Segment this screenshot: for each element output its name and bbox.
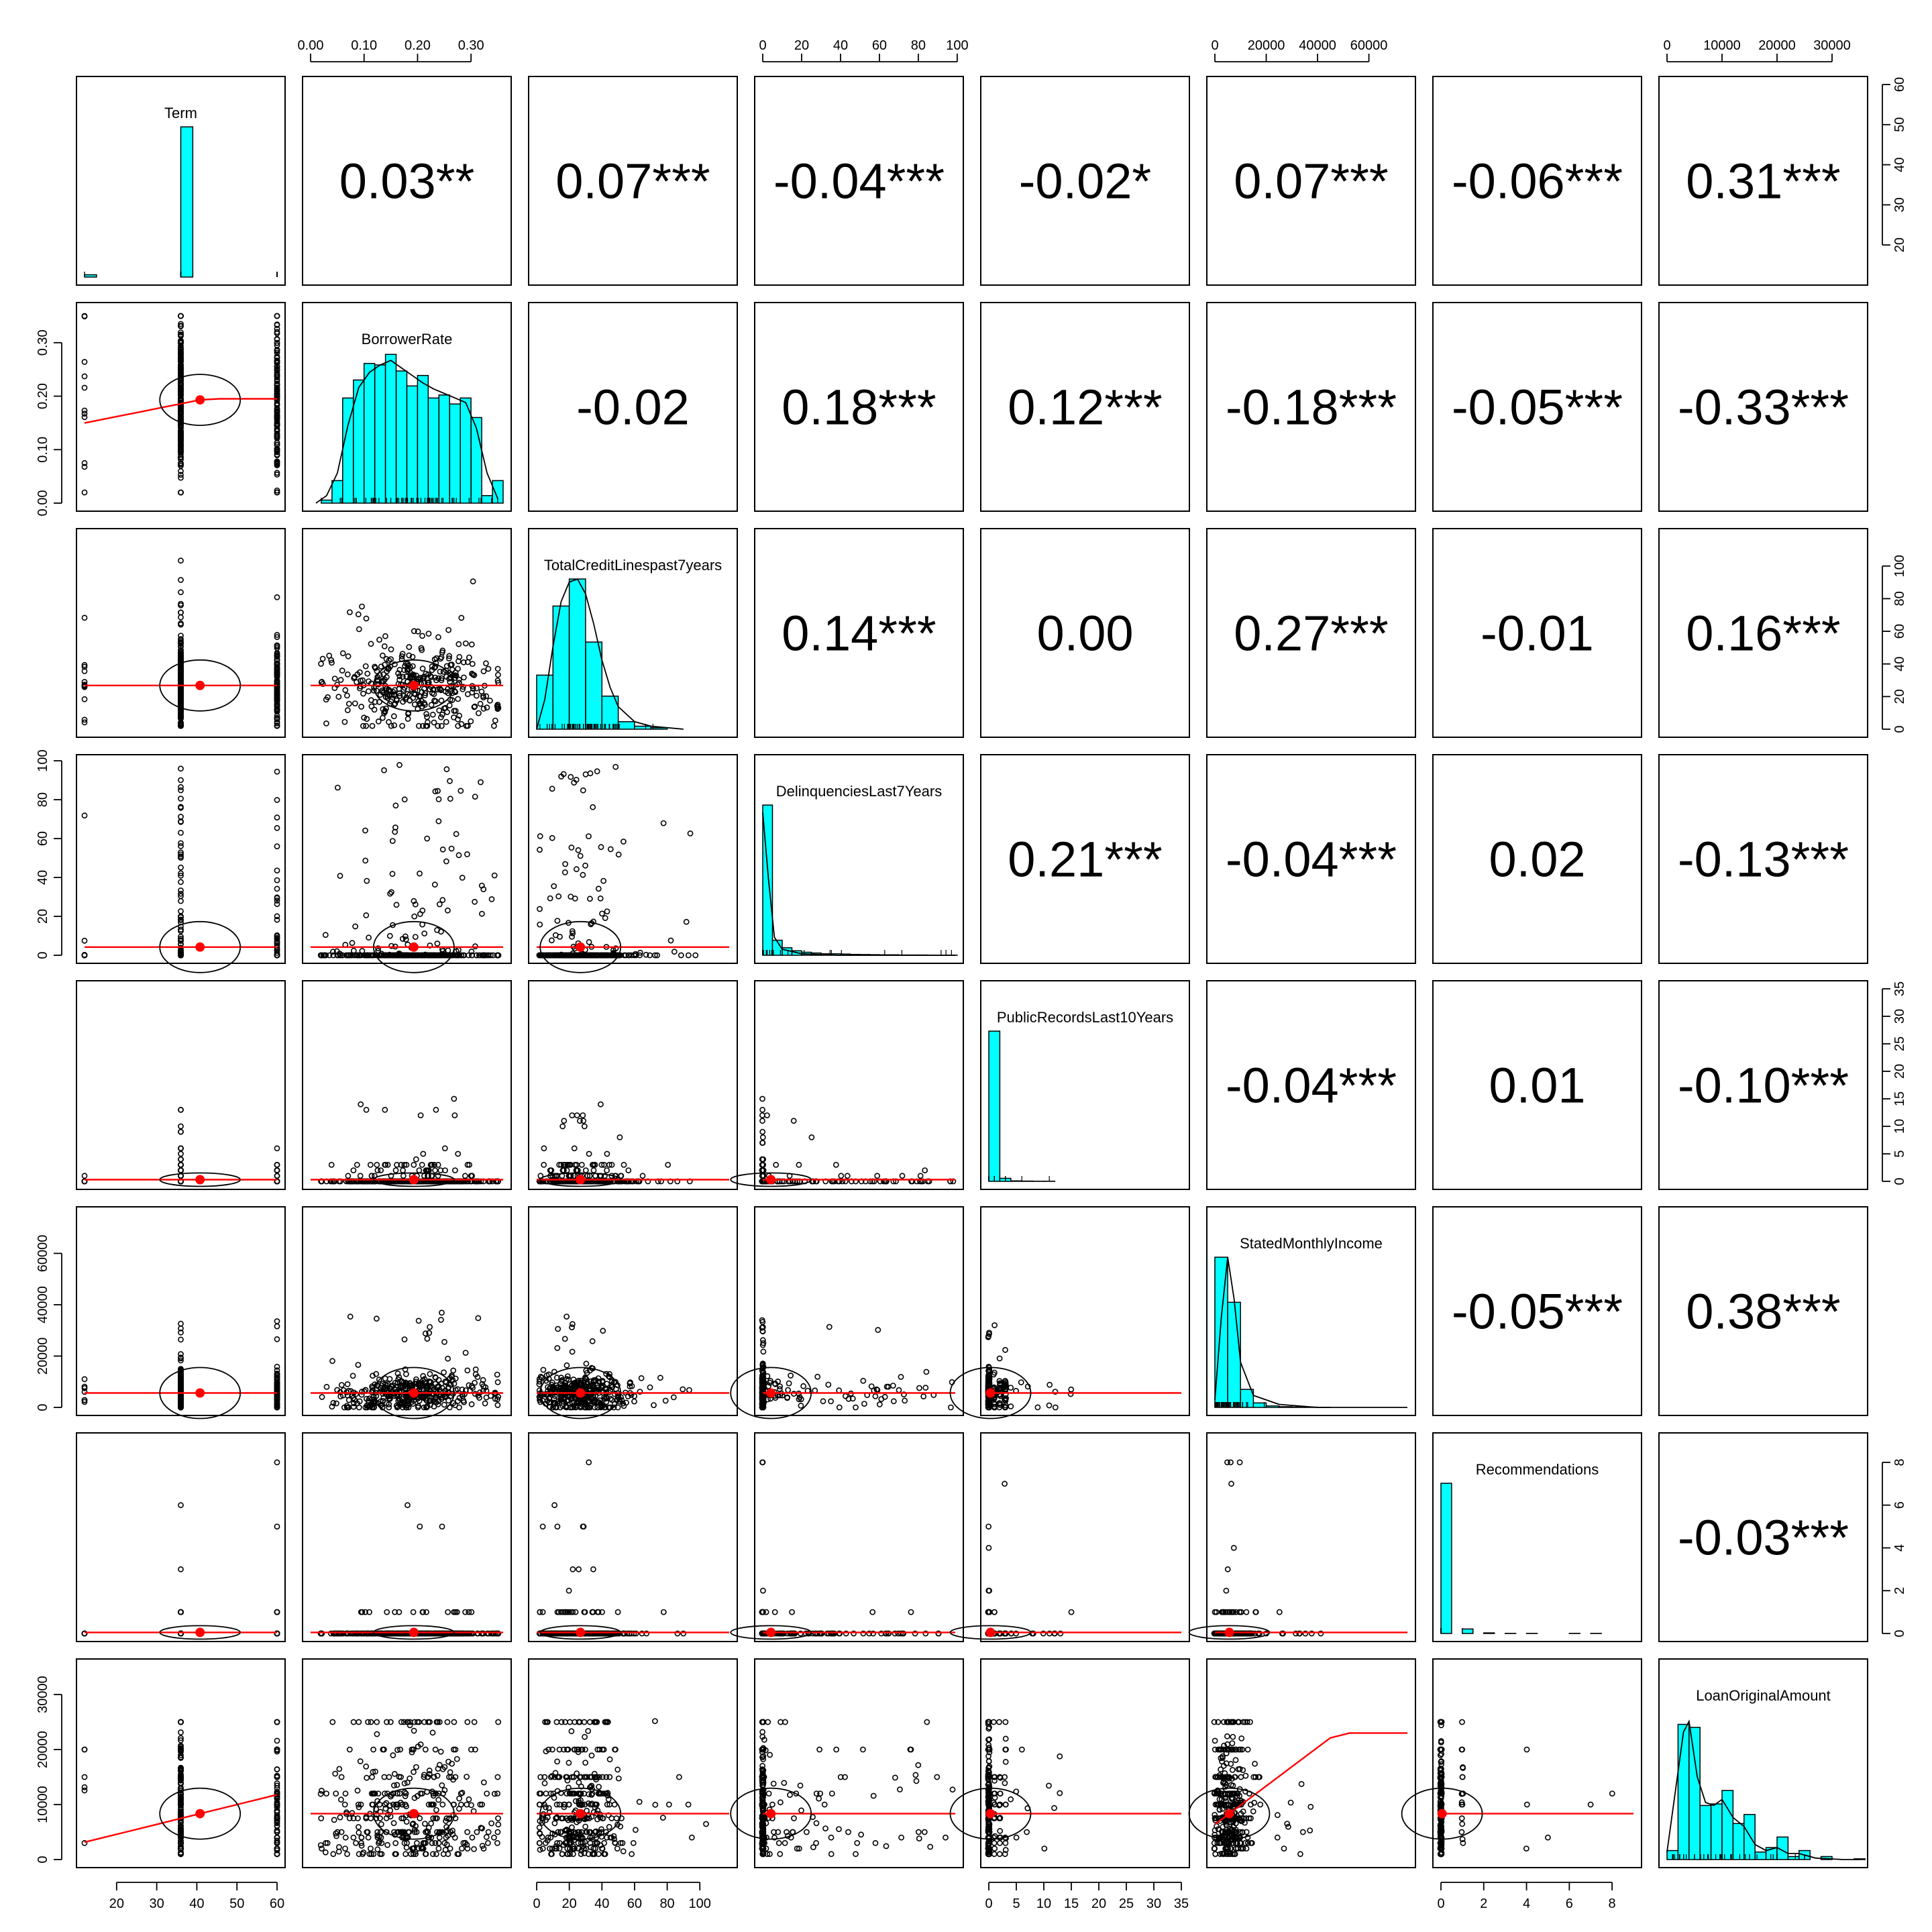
panel-bg-6-0 bbox=[76, 1433, 285, 1642]
mean-point bbox=[195, 1175, 205, 1185]
panel-bg-5-4 bbox=[981, 1207, 1189, 1415]
mean-point bbox=[409, 943, 419, 952]
mean-point bbox=[766, 1175, 775, 1185]
mean-point bbox=[576, 1175, 585, 1185]
mean-point bbox=[409, 681, 419, 690]
panel-bg-6-1 bbox=[303, 1433, 511, 1642]
mean-point bbox=[576, 943, 585, 952]
panel-bg-3-2 bbox=[529, 755, 737, 963]
panel-bg-4-0 bbox=[76, 981, 285, 1189]
mean-point bbox=[195, 1389, 205, 1398]
panel-bg-4-1 bbox=[303, 981, 511, 1189]
mean-point bbox=[195, 395, 205, 405]
mean-point bbox=[409, 1175, 419, 1185]
panel-bg-5-3 bbox=[755, 1207, 963, 1415]
mean-point bbox=[195, 681, 205, 690]
mean-point bbox=[195, 943, 205, 952]
mean-point bbox=[409, 1389, 419, 1398]
panel-backgrounds bbox=[76, 76, 1868, 1868]
panel-bg-4-2 bbox=[529, 981, 737, 1189]
panel-bg-7-4 bbox=[981, 1659, 1189, 1868]
panel-bg-3-1 bbox=[303, 755, 511, 963]
panel-bg-6-4 bbox=[981, 1433, 1189, 1642]
panel-bg-7-6 bbox=[1433, 1659, 1642, 1868]
panel-bg-4-3 bbox=[755, 981, 963, 1189]
panel-bg-6-3 bbox=[755, 1433, 963, 1642]
